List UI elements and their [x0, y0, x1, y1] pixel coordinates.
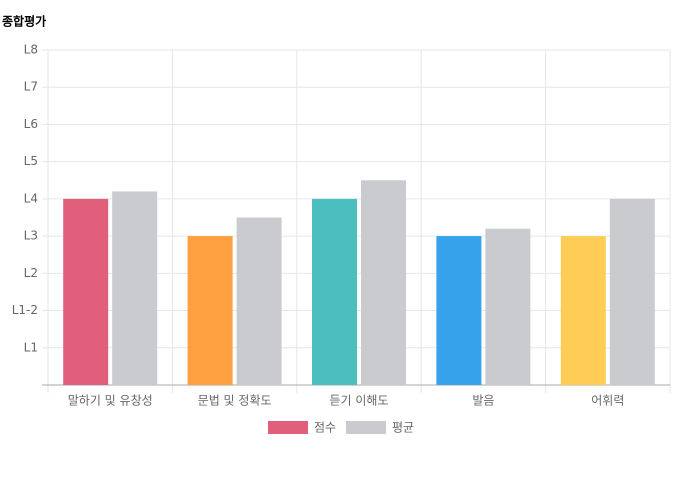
bar — [361, 180, 406, 385]
y-tick-label: L5 — [24, 154, 38, 168]
bar — [436, 236, 482, 385]
bar — [560, 236, 606, 385]
y-tick-label: L2 — [24, 266, 38, 280]
bar — [485, 228, 531, 385]
x-tick-label: 말하기 및 유창성 — [68, 394, 153, 408]
bar — [63, 198, 109, 385]
y-tick-label: L7 — [24, 80, 38, 94]
x-tick-label: 발음 — [472, 394, 494, 408]
bar — [312, 198, 357, 385]
y-tick-label: L4 — [24, 191, 38, 205]
chart-title: 종합평가 — [2, 14, 46, 29]
y-tick-label: L3 — [24, 229, 38, 243]
y-tick-label: L1 — [24, 340, 38, 354]
x-tick-label: 문법 및 정확도 — [198, 394, 272, 408]
y-tick-label: L1-2 — [12, 303, 38, 317]
y-tick-label: L6 — [24, 117, 38, 131]
legend-swatch — [346, 421, 386, 434]
bar — [187, 236, 233, 385]
legend-swatch — [268, 421, 308, 434]
bar — [112, 191, 158, 385]
bar — [609, 198, 655, 385]
legend-label: 점수 — [314, 421, 336, 435]
legend-label: 평균 — [392, 421, 414, 435]
x-tick-label: 듣기 이해도 — [329, 394, 388, 408]
x-tick-label: 어휘력 — [591, 394, 624, 408]
bar — [236, 217, 282, 385]
y-tick-label: L8 — [24, 43, 38, 57]
